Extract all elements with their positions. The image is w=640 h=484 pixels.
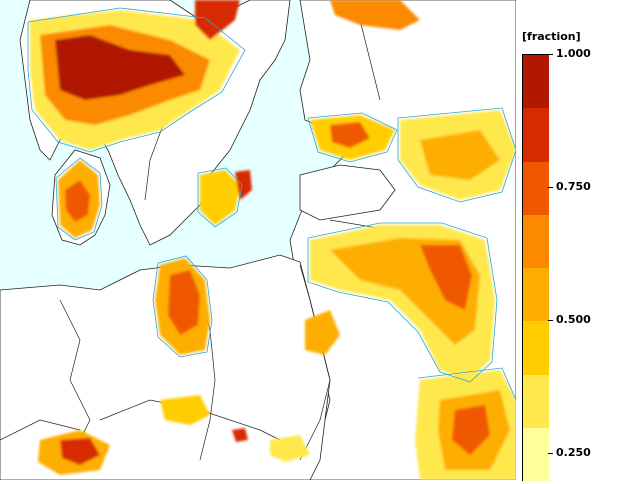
- legend-tick-mark: [548, 320, 553, 322]
- field-slovakia: [270, 435, 310, 462]
- contour-lines: [27, 7, 517, 401]
- land-baltic-states: [299, 164, 396, 221]
- legend-swatch: [523, 161, 549, 215]
- field-austria: [232, 428, 248, 442]
- field-russia-mid: [420, 130, 500, 180]
- legend-swatch: [523, 214, 549, 268]
- field-nw-germany-core: [168, 270, 200, 335]
- legend-tick-mark: [548, 54, 553, 55]
- legend-tick-mark: [548, 453, 553, 455]
- fraction-field: [30, 0, 516, 480]
- legend-swatch: [523, 321, 549, 375]
- legend-colorbar: [522, 54, 549, 481]
- legend-tick-label: 1.000: [556, 47, 591, 60]
- field-denmark-core: [65, 180, 90, 222]
- legend-swatch: [523, 427, 549, 481]
- field-ukraine-core: [452, 405, 490, 455]
- field-norway-high: [55, 35, 185, 100]
- field-belarus-core: [420, 245, 472, 310]
- fraction-map: [0, 0, 517, 481]
- field-north-east: [330, 0, 420, 30]
- legend: [fraction] 1.000 0.750 0.500 0.250: [516, 0, 640, 481]
- legend-swatch: [523, 374, 549, 428]
- field-czech: [160, 395, 210, 425]
- field-sweden-core: [235, 170, 252, 200]
- legend-tick-mark: [548, 187, 553, 189]
- field-estonia-core: [330, 122, 370, 148]
- land-central: [0, 254, 331, 481]
- legend-title: [fraction]: [522, 30, 581, 43]
- field-south-west-core: [60, 438, 100, 465]
- field-sweden: [200, 170, 240, 225]
- map-panel: [0, 0, 517, 481]
- legend-tick-label: 0.250: [556, 446, 591, 460]
- legend-swatch: [523, 55, 549, 109]
- field-poland: [305, 310, 340, 355]
- legend-tick-label: 0.500: [556, 313, 591, 327]
- legend-swatch: [523, 268, 549, 322]
- legend-swatch: [523, 108, 549, 162]
- legend-tick-label: 0.750: [556, 180, 591, 194]
- field-north-top: [195, 0, 240, 40]
